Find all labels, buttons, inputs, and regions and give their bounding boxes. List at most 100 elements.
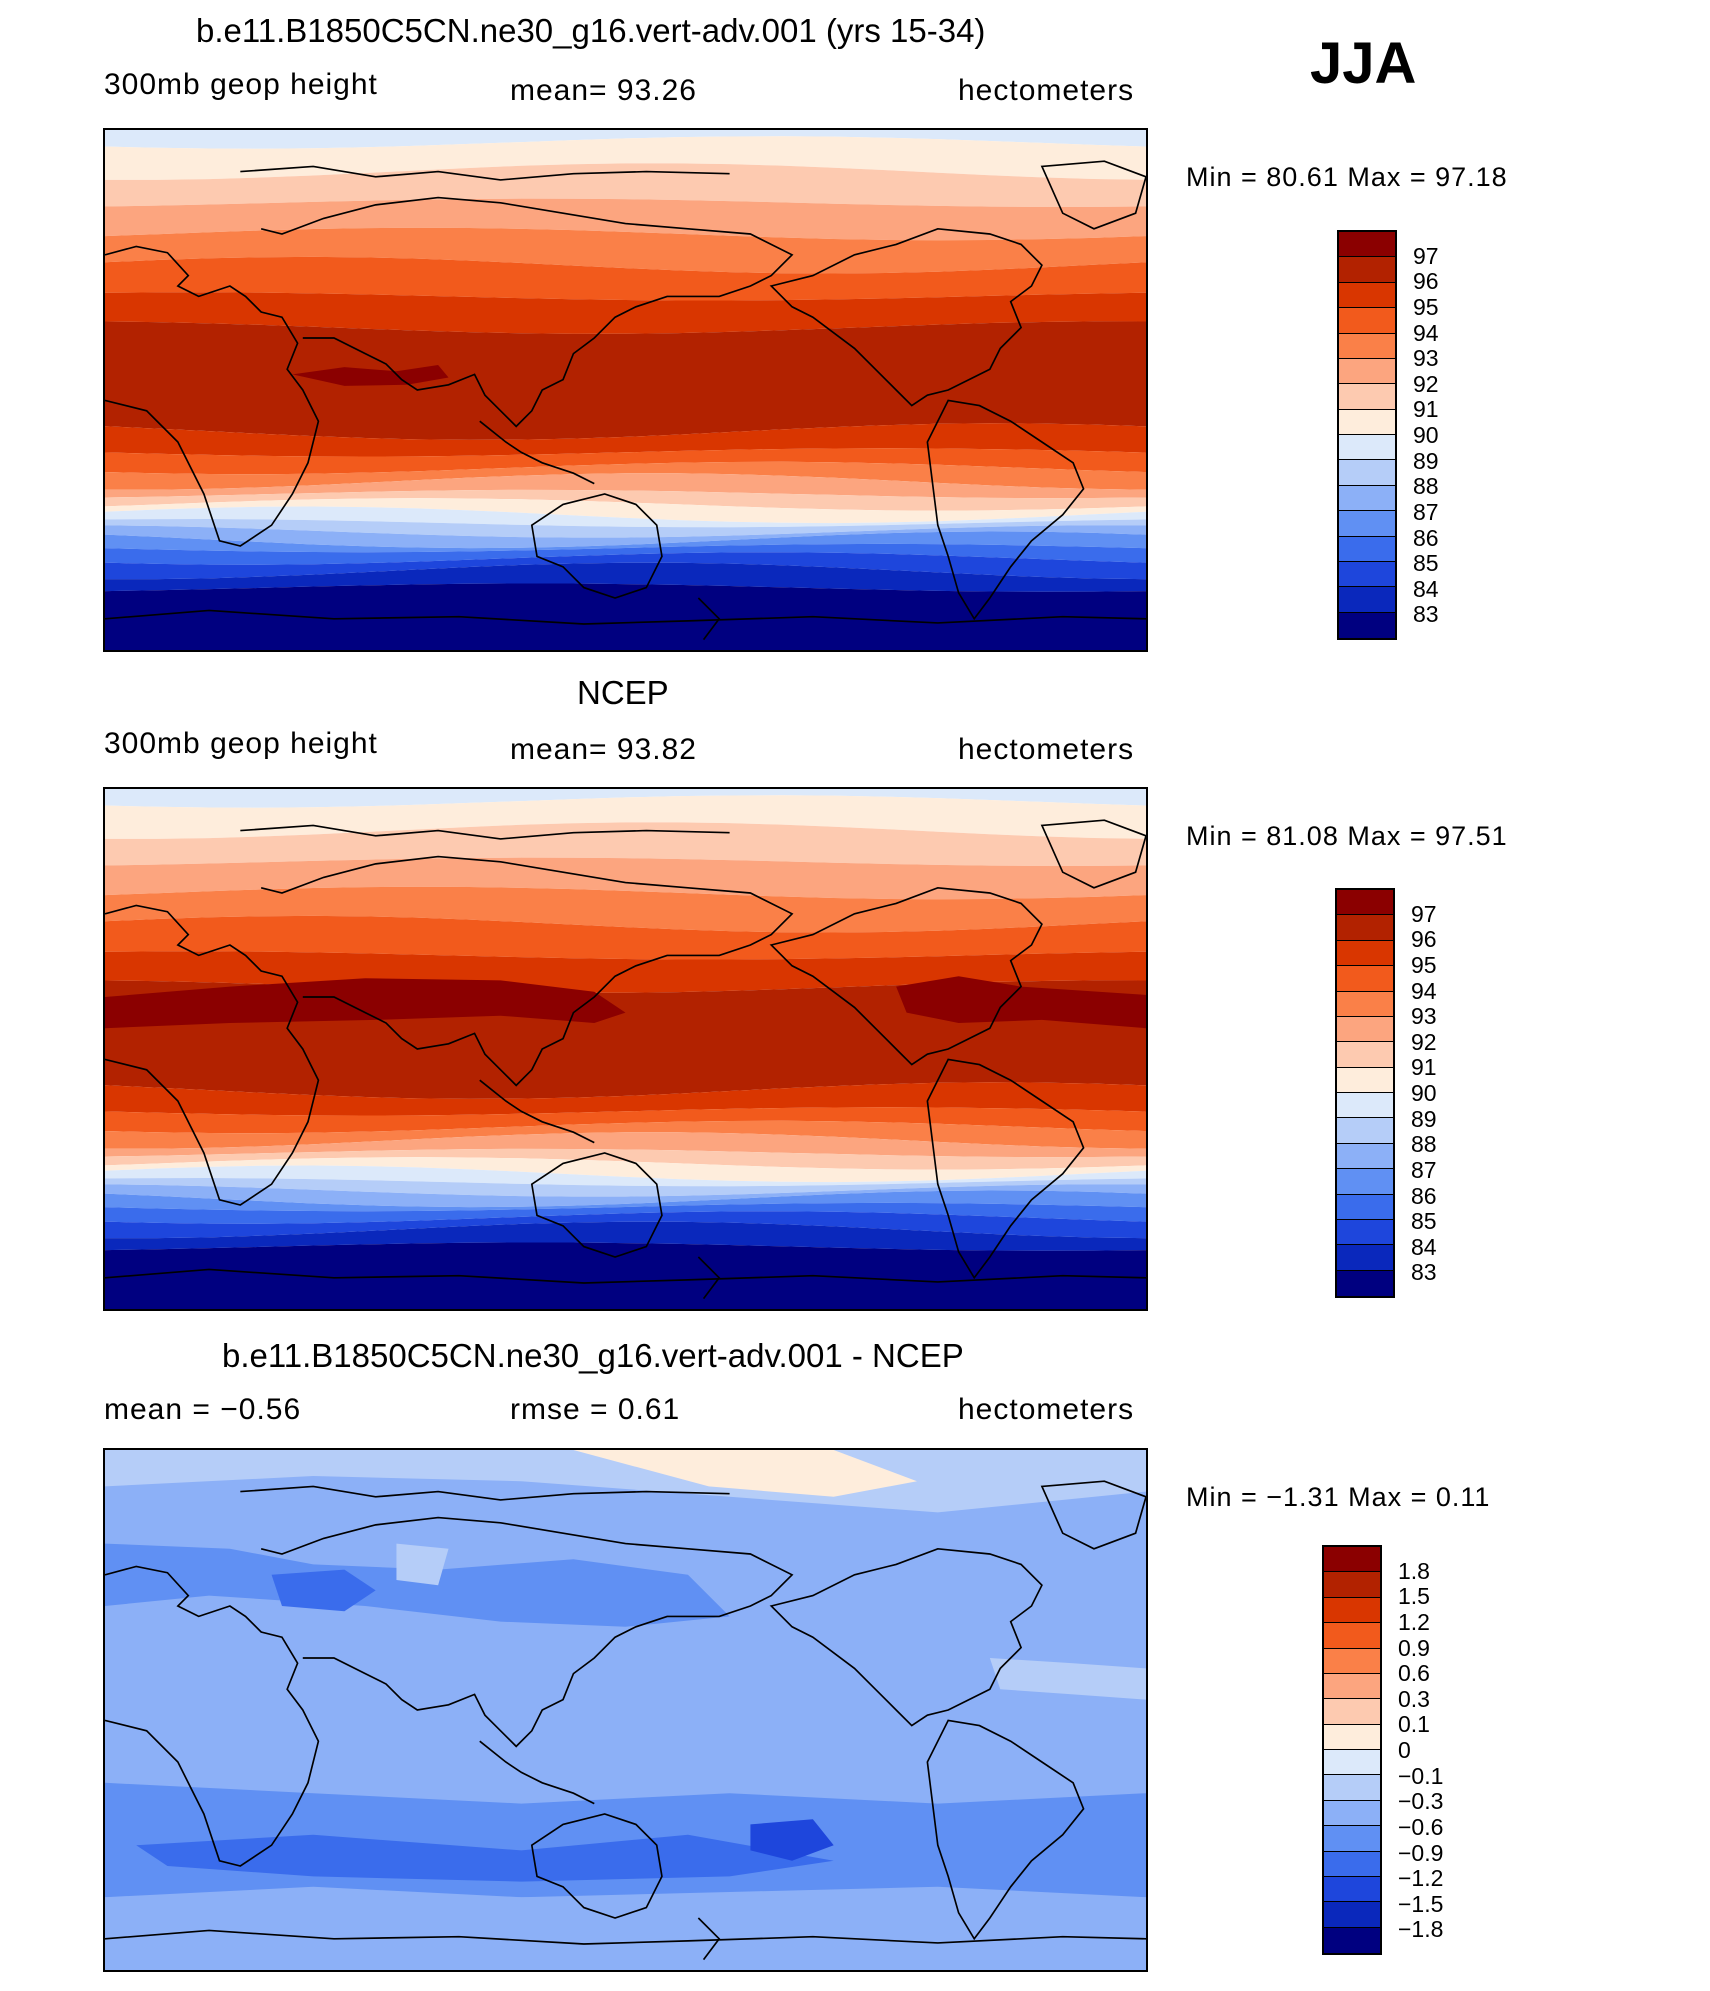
colorbar-swatch (1337, 1194, 1393, 1220)
colorbar-tick-label: 0 (1398, 1737, 1411, 1763)
contour-band (105, 518, 1146, 538)
colorbar-tick-label: 84 (1411, 1233, 1437, 1260)
colorbar-swatch (1339, 536, 1395, 562)
colorbar-tick-label: 84 (1413, 575, 1439, 602)
contour-band (105, 915, 1146, 960)
colorbar-swatch (1324, 1902, 1380, 1928)
colorbar-swatch (1324, 1775, 1380, 1801)
colorbar-swatch (1339, 409, 1395, 435)
colorbar-swatch (1324, 1927, 1380, 1953)
coastline (530, 493, 663, 599)
colorbar-swatch (1339, 333, 1395, 359)
colorbar-swatch (1337, 1270, 1393, 1296)
colorbar-swatch (1337, 1245, 1393, 1271)
panel3-minmax: Min = −1.31 Max = 0.11 (1186, 1482, 1491, 1512)
colorbar-tick-label: 86 (1413, 524, 1439, 551)
contour-band (105, 1543, 730, 1627)
colorbar-tick-label: −1.2 (1398, 1865, 1444, 1892)
colorbar-tick-label: −1.8 (1398, 1916, 1444, 1943)
coastline (240, 824, 730, 840)
colorbar-tick-label: 85 (1411, 1208, 1437, 1235)
colorbar-tick-label: 89 (1411, 1105, 1437, 1132)
coastline (479, 1740, 595, 1805)
panel3-title: b.e11.B1850C5CN.ne30_g16.vert-adv.001 - … (222, 1337, 964, 1374)
contour-band (105, 473, 1146, 499)
panel1-variable-label: 300mb geop height (104, 68, 378, 101)
season-label: JJA (1310, 31, 1417, 96)
colorbar-swatch (1339, 308, 1395, 334)
colorbar-swatch (1337, 1118, 1393, 1144)
coastline (105, 1565, 320, 1867)
colorbar-tick-label: 96 (1411, 926, 1437, 953)
contour-band (105, 1165, 1146, 1187)
colorbar-swatch (1339, 257, 1395, 283)
contour-band (105, 198, 1146, 241)
coastline (105, 904, 320, 1206)
colorbar-swatch (1339, 435, 1395, 461)
panel2-colorbar (1335, 888, 1395, 1298)
panel1-units-label: hectometers (958, 74, 1135, 107)
colorbar-swatch (1337, 991, 1393, 1017)
contour-band (105, 886, 1146, 933)
coastline (530, 1813, 663, 1919)
colorbar-swatch (1339, 561, 1395, 588)
contour-band (105, 1211, 1146, 1239)
colorbar-tick-label: 95 (1411, 951, 1437, 978)
contour-band (105, 498, 1146, 524)
panel1-colorbar (1337, 230, 1397, 640)
panel2-title: NCEP (577, 674, 669, 711)
colorbar-swatch (1324, 1800, 1380, 1827)
colorbar-swatch (1339, 612, 1395, 638)
contour-band (105, 1177, 1146, 1197)
colorbar-swatch (1337, 890, 1393, 916)
colorbar-tick-label: 0.9 (1398, 1634, 1430, 1661)
coastline (697, 1917, 721, 1961)
contour-band (105, 1897, 1146, 1970)
colorbar-swatch (1337, 1016, 1393, 1043)
contour-band (105, 1082, 1146, 1116)
contour-band (105, 1157, 1146, 1183)
coastline (769, 886, 1043, 1066)
colorbar-tick-label: 88 (1413, 473, 1439, 500)
panel3-mean-label: mean = −0.56 (104, 1393, 302, 1426)
colorbar-swatch (1324, 1623, 1380, 1649)
colorbar-swatch (1324, 1572, 1380, 1598)
colorbar-swatch (1337, 1219, 1393, 1246)
coastline (105, 245, 320, 547)
contour-band (105, 525, 1146, 549)
colorbar-tick-label: 95 (1413, 293, 1439, 320)
colorbar-tick-label: 97 (1413, 242, 1439, 269)
colorbar-tick-label: 0.1 (1398, 1711, 1430, 1738)
colorbar-tick-label: −0.3 (1398, 1788, 1444, 1815)
colorbar-swatch (1337, 1093, 1393, 1119)
contour-band (105, 1450, 1146, 1513)
colorbar-swatch (1324, 1750, 1380, 1776)
coastline (105, 609, 1146, 625)
colorbar-swatch (1337, 1169, 1393, 1195)
panel1-mean-label: mean= 93.26 (510, 74, 697, 107)
coastline (240, 165, 730, 181)
contour-band (105, 562, 1146, 592)
coastline (697, 1256, 721, 1300)
coastline (1040, 160, 1146, 230)
colorbar-tick-label: 1.5 (1398, 1583, 1430, 1610)
panel2-mean-label: mean= 93.82 (510, 733, 697, 766)
colorbar-tick-label: 92 (1413, 370, 1439, 397)
colorbar-tick-label: 97 (1411, 900, 1437, 927)
colorbar-tick-label: 1.2 (1398, 1608, 1430, 1635)
colorbar-tick-label: 96 (1413, 268, 1439, 295)
colorbar-swatch (1324, 1547, 1380, 1573)
coastline (769, 227, 1043, 407)
coastline (260, 196, 794, 428)
colorbar-swatch (1337, 940, 1393, 967)
colorbar-swatch (1324, 1876, 1380, 1903)
coastline (1040, 819, 1146, 889)
panel3-colorbar (1322, 1545, 1382, 1955)
coastline (926, 1058, 1085, 1280)
contour-band (105, 857, 1146, 900)
coastline (260, 855, 794, 1087)
contour-band (105, 1132, 1146, 1158)
contour-band (105, 292, 1146, 334)
contour-band (105, 531, 1146, 553)
coastline (926, 399, 1085, 621)
